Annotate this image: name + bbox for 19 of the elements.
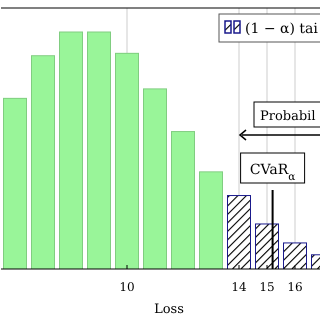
bar (143, 88, 167, 270)
annotation: Probabil (260, 109, 316, 124)
bar (255, 223, 279, 270)
bar (59, 32, 83, 270)
bar (283, 242, 307, 270)
x-tick-label: 14 (231, 280, 247, 294)
bar (115, 52, 139, 270)
bar (87, 32, 111, 270)
legend-label: (1 − α) tai (245, 21, 318, 37)
x-axis-title: Loss (154, 302, 184, 317)
bar (31, 55, 55, 270)
ref-line-label: CVaR$_{α}$ (250, 162, 296, 183)
x-tick-label: 10 (119, 280, 135, 294)
bar (3, 98, 27, 270)
bar (171, 131, 195, 270)
x-tick-label: 15 (259, 280, 275, 294)
bar (227, 195, 251, 270)
x-tick-label: 16 (287, 280, 303, 294)
bar (199, 171, 223, 270)
